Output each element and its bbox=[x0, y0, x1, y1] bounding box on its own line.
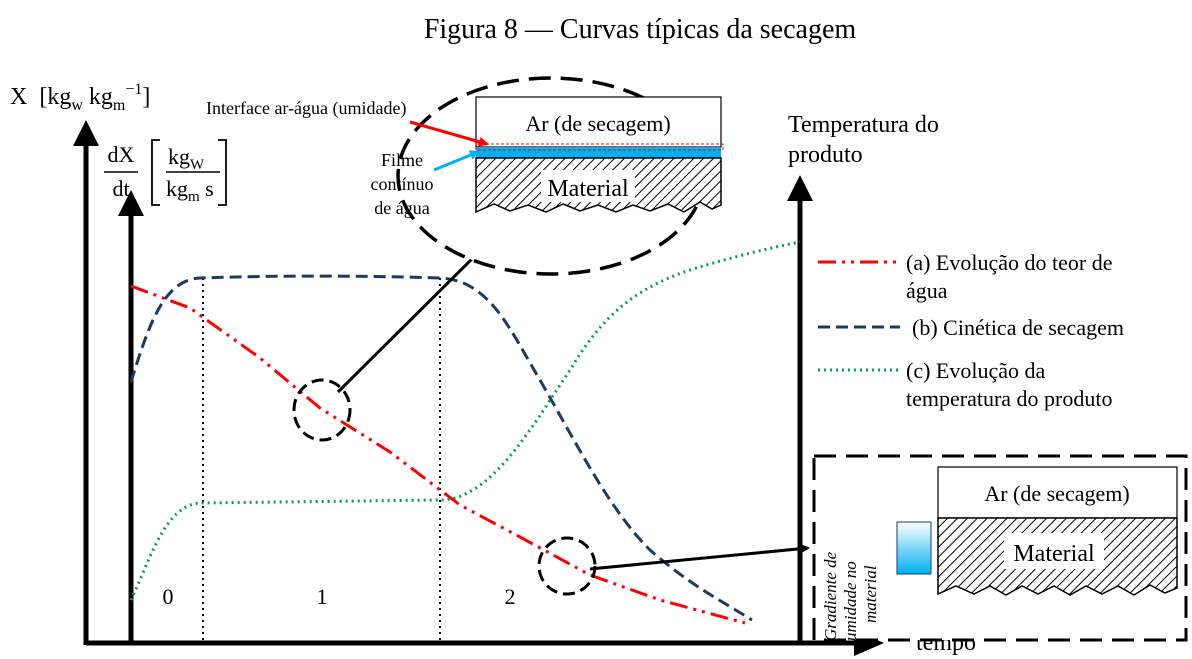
y-axis-water-content-arrowhead bbox=[73, 120, 99, 146]
period-label-0: 0 bbox=[163, 584, 174, 609]
connector-arrow-to-top-inset bbox=[336, 244, 487, 394]
axes bbox=[73, 120, 884, 656]
inset-bottom-material-label: Material bbox=[1013, 541, 1095, 567]
y-axis-water-content-label: X [kgw kgm−1] bbox=[10, 81, 150, 114]
inset-bottom-gradient-label-line3: material bbox=[861, 565, 880, 623]
inset-top-interface-marker bbox=[475, 143, 724, 151]
inset-top-interface-arrow bbox=[409, 120, 489, 147]
y-axis-product-temperature-label-line2: produto bbox=[788, 142, 863, 168]
inset-bottom-air-box bbox=[937, 466, 1178, 519]
legend-label-drying-kinetics: (b) Cinética de secagem bbox=[912, 315, 1124, 340]
highlight-circle-period-2 bbox=[537, 536, 597, 596]
highlight-circle-period-1 bbox=[292, 378, 352, 442]
connector-arrow-to-bottom-inset bbox=[589, 543, 810, 571]
inset-bottom-air-label: Ar (de secagem) bbox=[984, 481, 1129, 506]
figure-title: Figura 8 — Curvas típicas da secagem bbox=[424, 14, 857, 45]
inset-bottom-moisture-gradient: Ar (de secagem) Material Gradiente de um… bbox=[812, 454, 1188, 642]
y-axis-product-temperature-label-line1: Temperatura do bbox=[788, 112, 939, 138]
inset-top-air-box bbox=[475, 96, 722, 148]
svg-text:kgW: kgW bbox=[168, 144, 205, 173]
svg-text:dX: dX bbox=[108, 142, 135, 167]
inset-top-surface-film: Ar (de secagem) Material Interface ar-ág… bbox=[206, 76, 724, 276]
legend: (a) Evolução do teor de água (b) Cinétic… bbox=[818, 250, 1124, 411]
curve-drying-kinetics bbox=[129, 274, 753, 622]
svg-text:kgm s: kgm s bbox=[166, 176, 214, 205]
inset-bottom-gradient-label-line1: Gradiente de bbox=[821, 551, 840, 641]
inset-top-film-label-line2: contínuo bbox=[371, 174, 434, 194]
inset-top-water-film bbox=[476, 147, 721, 158]
y-axis-product-temperature-arrowhead bbox=[787, 175, 813, 201]
y-axis-drying-rate-label: dX dt kgW kgm s bbox=[104, 139, 227, 206]
curve-product-temperature bbox=[129, 240, 801, 601]
legend-label-water-content-line2: água bbox=[906, 278, 948, 303]
inset-top-air-label: Ar (de secagem) bbox=[525, 111, 670, 136]
inset-bottom-moisture-gradient-bar bbox=[896, 521, 932, 575]
legend-label-product-temperature-line1: (c) Evolução da bbox=[906, 358, 1045, 383]
inset-top-material-label: Material bbox=[547, 176, 629, 202]
legend-label-water-content-line1: (a) Evolução do teor de bbox=[906, 250, 1112, 275]
inset-top-film-arrow bbox=[433, 150, 480, 172]
inset-top-film-label-line1: Filme bbox=[381, 150, 423, 170]
inset-top-interface-label: Interface ar-água (umidade) bbox=[206, 98, 407, 119]
legend-label-product-temperature-line2: temperatura do produto bbox=[906, 386, 1113, 411]
inset-top-film-label-line3: de água bbox=[374, 198, 429, 218]
period-label-1: 1 bbox=[317, 584, 328, 609]
inset-bottom-gradient-label-line2: umidade no bbox=[841, 561, 860, 641]
svg-text:dt: dt bbox=[112, 176, 129, 201]
curve-water-content bbox=[130, 284, 746, 625]
period-label-2: 2 bbox=[505, 584, 516, 609]
y-axis-drying-rate-arrowhead bbox=[118, 190, 144, 216]
